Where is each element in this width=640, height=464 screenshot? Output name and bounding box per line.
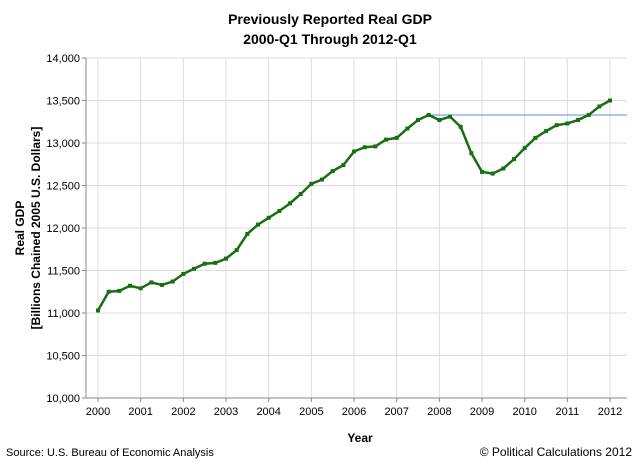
data-point xyxy=(117,288,122,293)
data-point xyxy=(394,135,399,140)
x-tick-label: 2003 xyxy=(214,406,238,418)
data-point xyxy=(373,144,378,149)
y-axis-label: Real GDP xyxy=(13,201,27,256)
data-point xyxy=(533,135,538,140)
data-point xyxy=(106,289,111,294)
x-tick-label: 2002 xyxy=(171,406,195,418)
data-point xyxy=(405,126,410,131)
data-point xyxy=(426,112,431,117)
data-point xyxy=(384,137,389,142)
x-tick-label: 2009 xyxy=(470,406,494,418)
data-point xyxy=(416,118,421,123)
data-point xyxy=(149,280,154,285)
x-tick-label: 2010 xyxy=(512,406,536,418)
data-point xyxy=(138,286,143,291)
data-point xyxy=(202,261,207,266)
data-point xyxy=(96,308,100,313)
data-point xyxy=(608,98,613,103)
x-axis-label: Year xyxy=(347,431,373,445)
chart-title: Previously Reported Real GDP xyxy=(228,11,432,27)
data-point xyxy=(341,163,346,168)
credit-note: © Political Calculations 2012 xyxy=(480,445,633,459)
data-point xyxy=(565,121,570,126)
data-point xyxy=(266,215,271,220)
data-point xyxy=(554,123,559,128)
x-tick-label: 2011 xyxy=(556,406,580,418)
x-tick-label: 2001 xyxy=(128,406,152,418)
data-point xyxy=(192,266,197,271)
data-point xyxy=(213,260,218,265)
x-tick-label: 2012 xyxy=(598,406,622,418)
x-tick-label: 2008 xyxy=(427,406,451,418)
data-point xyxy=(277,209,282,213)
data-point xyxy=(480,169,485,174)
data-point xyxy=(320,177,325,182)
data-point xyxy=(234,248,239,253)
y-tick-label: 12,000 xyxy=(46,223,80,235)
data-point xyxy=(256,222,261,227)
y-axis-label-units: [Billions Chained 2005 U.S. Dollars] xyxy=(29,127,43,330)
y-tick-label: 10,000 xyxy=(46,393,80,405)
data-point xyxy=(224,256,229,261)
data-point xyxy=(437,118,442,123)
data-point xyxy=(330,169,335,174)
data-point xyxy=(128,283,133,288)
data-point xyxy=(362,145,367,150)
data-point xyxy=(181,271,186,276)
x-tick-label: 2006 xyxy=(342,406,366,418)
y-tick-label: 13,000 xyxy=(46,138,80,150)
data-point xyxy=(501,166,506,171)
chart-subtitle: 2000-Q1 Through 2012-Q1 xyxy=(243,31,417,47)
data-point xyxy=(469,151,474,156)
data-point xyxy=(522,146,527,151)
y-tick-label: 14,000 xyxy=(46,53,80,65)
data-point xyxy=(512,157,517,162)
data-point xyxy=(458,124,463,129)
data-point xyxy=(597,104,602,109)
data-point xyxy=(309,181,314,186)
y-tick-label: 11,500 xyxy=(47,266,80,278)
y-tick-label: 12,500 xyxy=(46,181,80,193)
data-point xyxy=(298,192,303,196)
x-tick-label: 2004 xyxy=(256,406,280,418)
data-point xyxy=(170,279,175,284)
y-tick-label: 13,500 xyxy=(46,96,80,108)
source-note: Source: U.S. Bureau of Economic Analysis xyxy=(6,447,214,459)
data-point xyxy=(245,231,250,236)
x-tick-label: 2005 xyxy=(299,406,323,418)
y-tick-label: 10,500 xyxy=(46,351,80,363)
data-point xyxy=(586,112,591,117)
data-point xyxy=(352,149,357,154)
data-point xyxy=(448,114,453,119)
data-point xyxy=(288,201,293,206)
data-point xyxy=(544,129,549,134)
data-point xyxy=(490,171,495,176)
data-point xyxy=(576,118,581,123)
x-tick-label: 2007 xyxy=(384,406,408,418)
y-tick-label: 11,000 xyxy=(47,308,80,320)
x-tick-label: 2000 xyxy=(86,406,110,418)
data-point xyxy=(160,282,165,287)
